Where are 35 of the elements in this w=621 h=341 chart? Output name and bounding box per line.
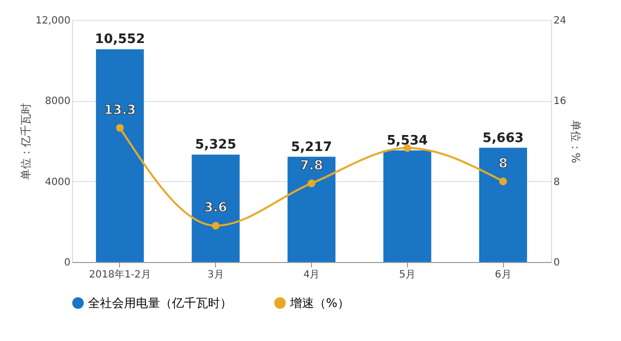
data-label: 10,552	[94, 32, 145, 48]
data-label: 5,325	[195, 138, 236, 153]
y-tick-label: 0	[64, 258, 70, 268]
x-tick-label: 4月	[303, 270, 320, 280]
y-axis-title: 单位：亿千瓦时	[20, 103, 33, 180]
bar	[479, 148, 528, 262]
y2-tick-label: 24	[554, 16, 566, 26]
bar	[288, 156, 336, 262]
y2-tick-label: 0	[554, 258, 560, 268]
legend-label: 增速（%）	[289, 296, 350, 310]
y2-tick-label: 8	[554, 176, 560, 188]
x-tick-label: 6月	[494, 270, 512, 280]
point	[499, 177, 507, 186]
data-label: 3.6	[204, 200, 228, 216]
data-label: 8	[498, 156, 508, 172]
data-label: 5,217	[290, 140, 332, 155]
data-label: 7.8	[300, 158, 324, 174]
x-tick-label: 2018年1-2月	[89, 268, 151, 280]
data-label: 5,534	[386, 133, 428, 148]
data-label: 13.3	[104, 102, 136, 118]
y-tick-label: 8000	[45, 96, 70, 108]
bar	[96, 49, 144, 262]
point	[308, 179, 316, 188]
y-tick-label: 4000	[45, 176, 70, 188]
x-tick-label: 5月	[399, 270, 416, 280]
y-tick-label: 12,000	[36, 16, 70, 26]
x-tick-label: 3月	[208, 270, 224, 280]
bar	[192, 154, 240, 262]
bar	[383, 150, 432, 262]
y2-tick-label: 16	[554, 96, 566, 108]
point	[116, 124, 124, 132]
legend-label: 全社会用电量（亿千瓦时）	[88, 296, 232, 310]
y2-axis-title: 单位：%	[569, 120, 582, 164]
data-label: 5,663	[482, 130, 524, 146]
point	[212, 222, 220, 230]
